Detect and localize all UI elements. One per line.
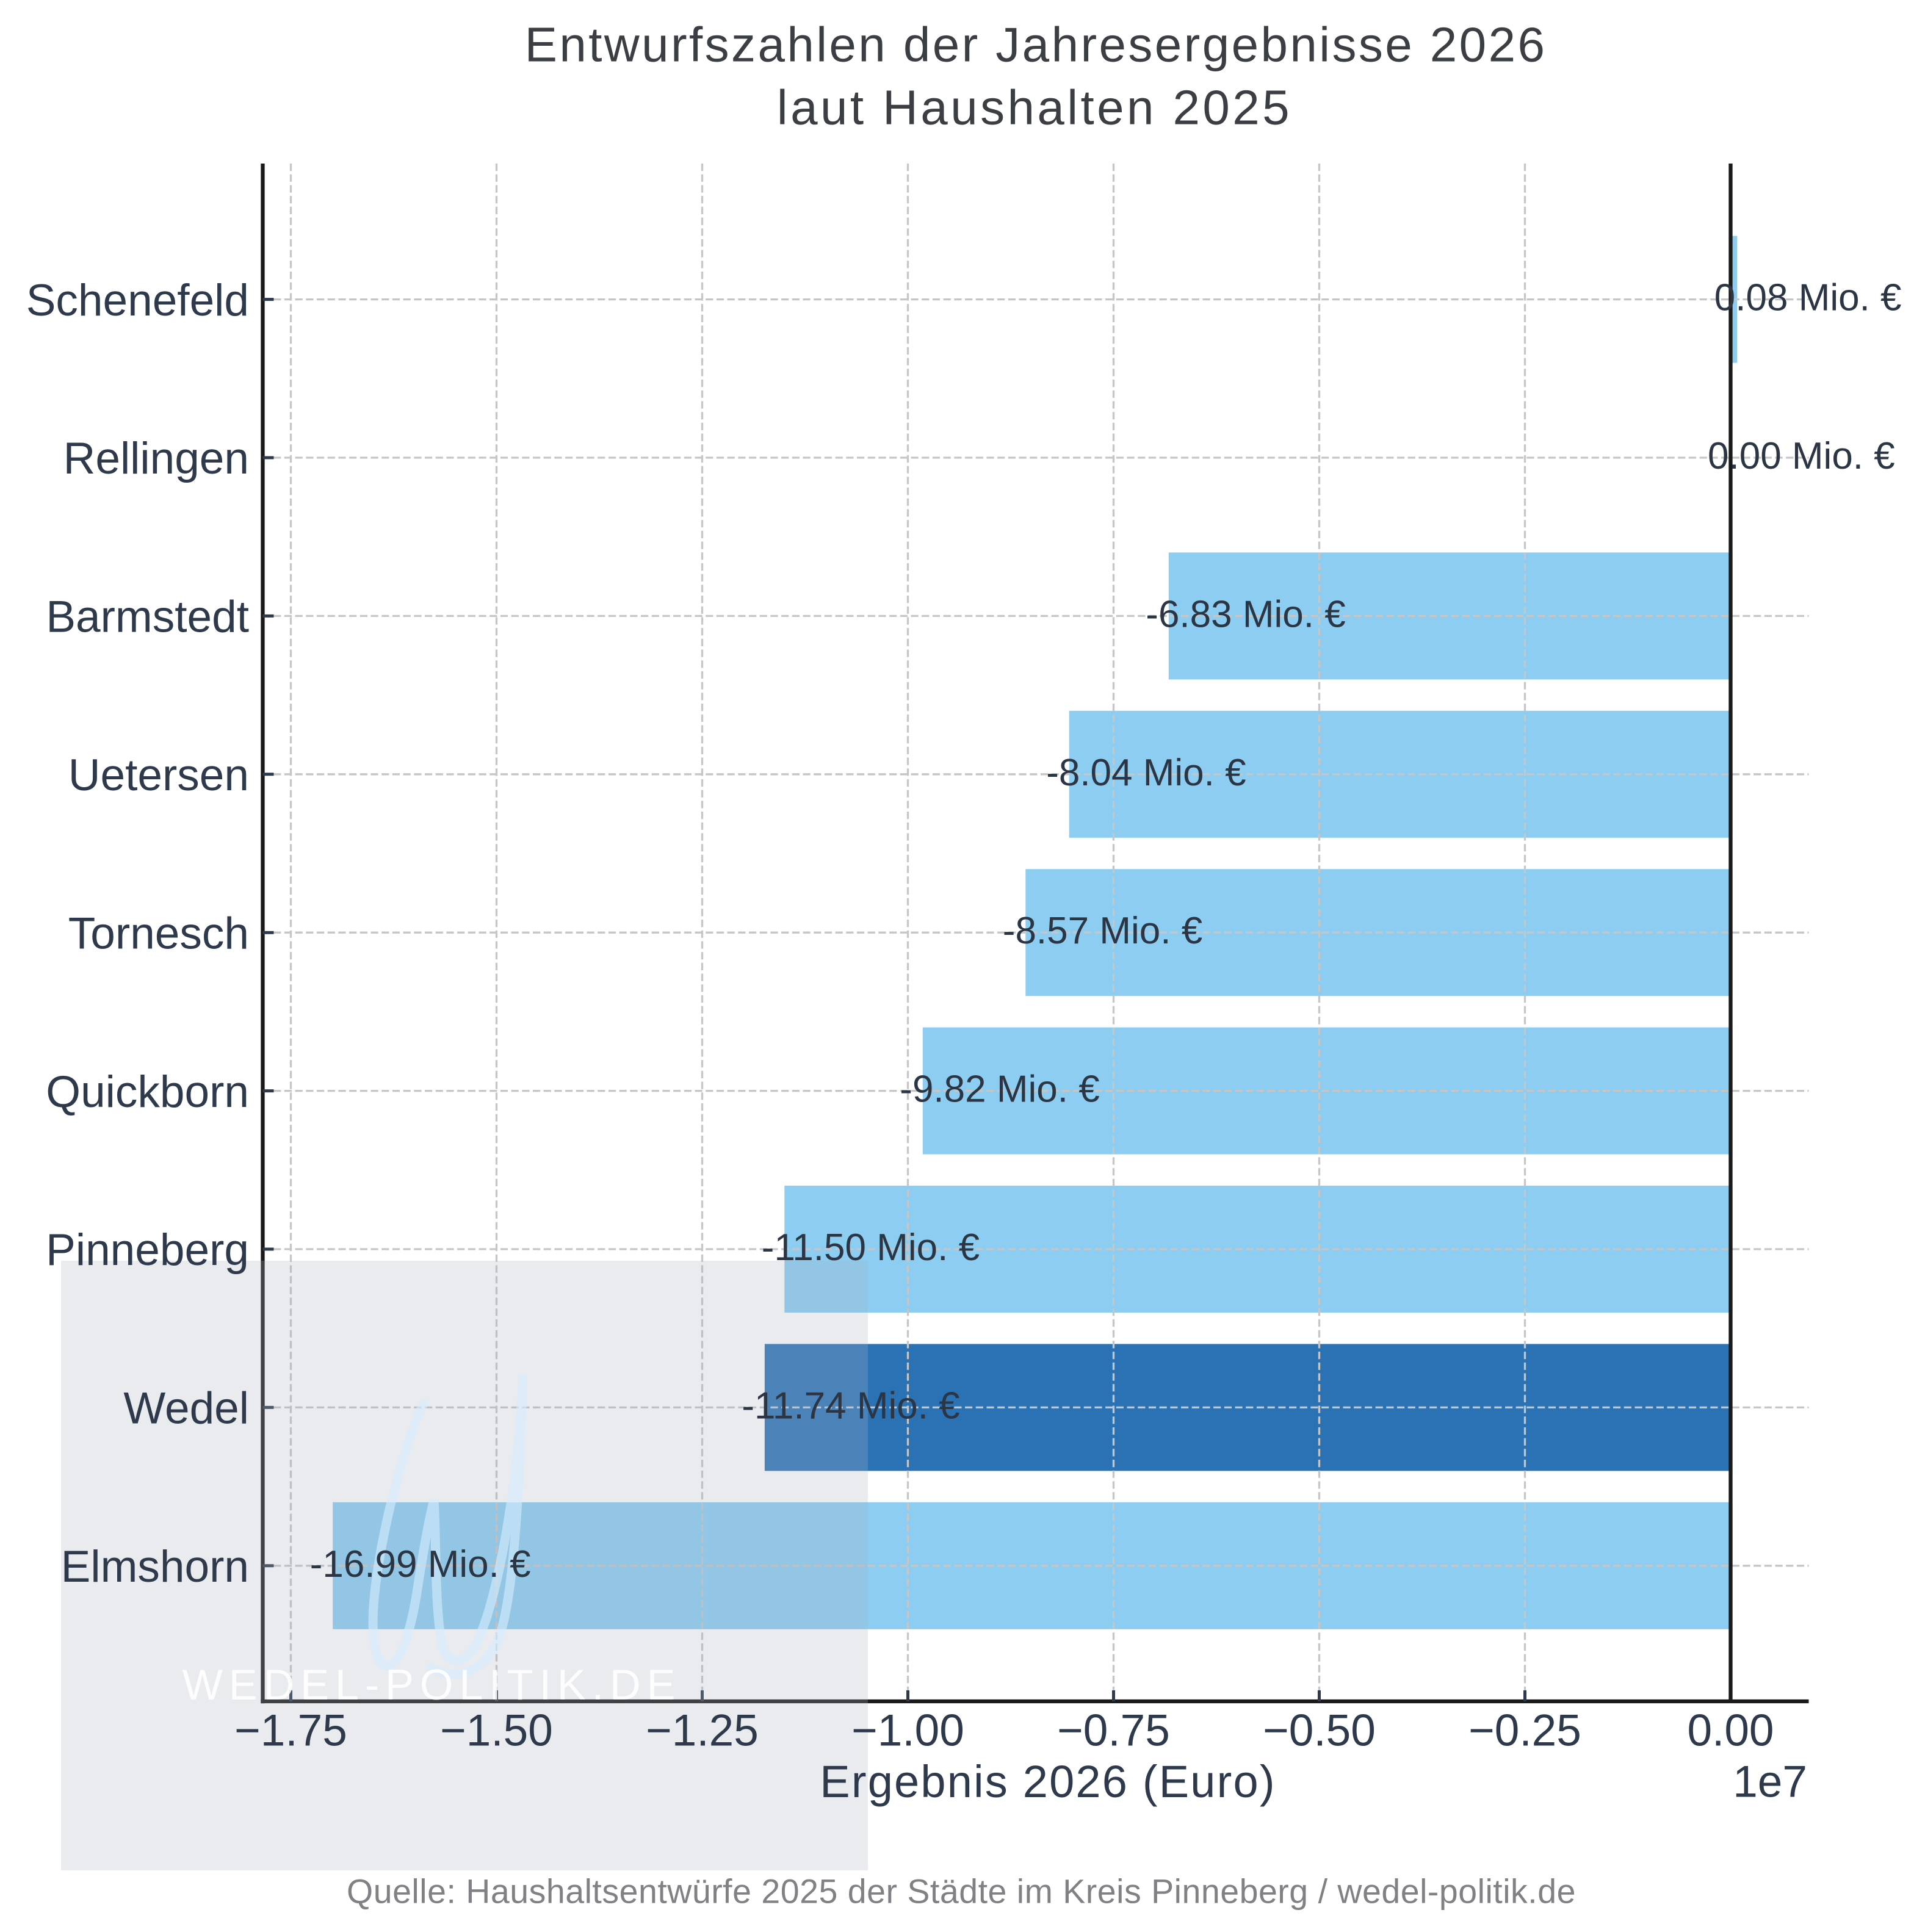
svg-text:1e7: 1e7 bbox=[1733, 1757, 1807, 1807]
svg-text:-9.82 Mio. €: -9.82 Mio. € bbox=[900, 1069, 1099, 1111]
svg-text:laut Haushalten 2025: laut Haushalten 2025 bbox=[777, 81, 1292, 135]
svg-text:−0.50: −0.50 bbox=[1263, 1706, 1376, 1756]
svg-text:Schenefeld: Schenefeld bbox=[26, 276, 249, 325]
svg-text:Barmstedt: Barmstedt bbox=[46, 593, 249, 642]
svg-text:−0.25: −0.25 bbox=[1468, 1706, 1581, 1756]
svg-text:Entwurfszahlen der Jahresergeb: Entwurfszahlen der Jahresergebnisse 2026 bbox=[525, 18, 1547, 72]
svg-text:Wedel: Wedel bbox=[123, 1384, 249, 1433]
svg-text:-11.50 Mio. €: -11.50 Mio. € bbox=[762, 1227, 980, 1269]
svg-text:−1.25: −1.25 bbox=[646, 1706, 759, 1756]
svg-text:Quickborn: Quickborn bbox=[46, 1067, 249, 1117]
svg-text:−1.00: −1.00 bbox=[851, 1706, 964, 1756]
svg-text:Uetersen: Uetersen bbox=[68, 751, 249, 800]
svg-text:Ergebnis 2026 (Euro): Ergebnis 2026 (Euro) bbox=[820, 1756, 1276, 1807]
svg-text:−1.50: −1.50 bbox=[440, 1706, 553, 1756]
svg-text:Rellingen: Rellingen bbox=[63, 434, 249, 483]
svg-text:-11.74 Mio. €: -11.74 Mio. € bbox=[742, 1385, 959, 1427]
svg-text:−1.75: −1.75 bbox=[234, 1706, 347, 1756]
svg-text:−0.75: −0.75 bbox=[1057, 1706, 1170, 1756]
svg-text:-6.83 Mio. €: -6.83 Mio. € bbox=[1146, 593, 1345, 635]
svg-text:WEDEL-POLITIK.DE: WEDEL-POLITIK.DE bbox=[182, 1660, 682, 1709]
svg-text:Elmshorn: Elmshorn bbox=[61, 1542, 249, 1591]
svg-text:Pinneberg: Pinneberg bbox=[46, 1225, 249, 1275]
svg-text:Quelle: Haushaltsentwürfe 2025: Quelle: Haushaltsentwürfe 2025 der Städt… bbox=[347, 1873, 1576, 1911]
svg-text:0.08 Mio. €: 0.08 Mio. € bbox=[1714, 277, 1902, 319]
svg-text:-8.57 Mio. €: -8.57 Mio. € bbox=[1003, 910, 1202, 952]
svg-text:-8.04 Mio. €: -8.04 Mio. € bbox=[1046, 752, 1246, 794]
svg-text:Tornesch: Tornesch bbox=[68, 909, 249, 958]
svg-text:0.00 Mio. €: 0.00 Mio. € bbox=[1708, 435, 1895, 477]
svg-text:0.00: 0.00 bbox=[1687, 1706, 1774, 1756]
svg-text:-16.99 Mio. €: -16.99 Mio. € bbox=[310, 1543, 531, 1585]
